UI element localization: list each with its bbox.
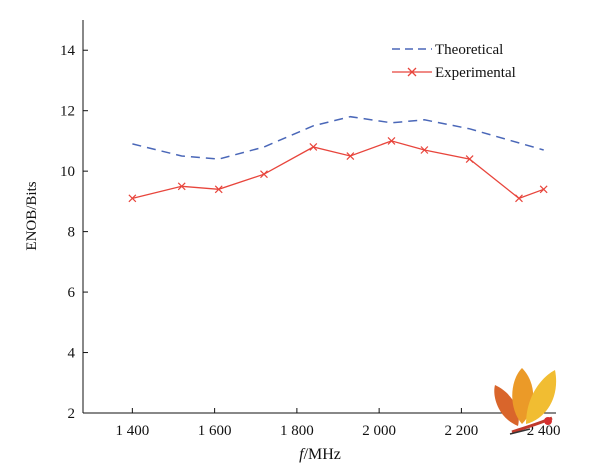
data-point-experimental — [309, 143, 318, 151]
series-line-experimental — [132, 140, 544, 200]
y-tick-label: 10 — [60, 164, 75, 180]
logo-pen — [509, 428, 531, 435]
logo-leaf-right — [526, 370, 557, 424]
data-point-experimental — [260, 170, 268, 179]
series-lines — [132, 115, 544, 200]
legend: Theoretical Experimental — [392, 42, 516, 81]
y-tick-label: 14 — [60, 43, 76, 59]
x-tick-label: 1 400 — [115, 423, 149, 439]
y-tick-label: 4 — [68, 346, 76, 362]
watermark-logo — [494, 368, 557, 435]
data-point-experimental — [465, 155, 474, 163]
x-tick-label: 2 200 — [445, 423, 479, 439]
y-axis-label: ENOB/Bits — [24, 181, 40, 250]
data-point-experimental — [214, 185, 223, 194]
series-markers — [128, 136, 548, 203]
x-tick-label: 1 600 — [198, 423, 232, 439]
y-tick-label: 2 — [68, 406, 76, 422]
logo-leaf-left — [494, 385, 519, 426]
legend-experimental-marker — [407, 67, 417, 77]
x-tick-label: 1 800 — [280, 423, 314, 439]
y-tick-label: 8 — [68, 225, 76, 241]
legend-experimental-label: Experimental — [435, 65, 516, 81]
y-ticks: 2 4 6 8 10 12 14 — [60, 43, 88, 422]
y-tick-label: 6 — [68, 285, 76, 301]
x-axis-label-unit: /MHz — [304, 446, 341, 463]
logo-dot — [544, 417, 552, 425]
data-point-experimental — [515, 194, 523, 203]
data-point-experimental — [128, 194, 137, 203]
legend-theoretical-label: Theoretical — [435, 42, 503, 58]
x-tick-label: 2 400 — [527, 423, 561, 439]
x-axis-label-italic: f — [299, 446, 306, 463]
data-point-experimental — [420, 146, 429, 154]
x-tick-label: 2 000 — [362, 423, 396, 439]
data-point-experimental — [346, 152, 355, 160]
data-point-experimental — [387, 136, 396, 145]
data-point-experimental — [177, 182, 186, 191]
axes — [82, 20, 556, 414]
y-tick-label: 12 — [60, 104, 75, 120]
x-axis-label: f/MHz — [299, 446, 341, 463]
data-point-experimental — [539, 185, 548, 194]
